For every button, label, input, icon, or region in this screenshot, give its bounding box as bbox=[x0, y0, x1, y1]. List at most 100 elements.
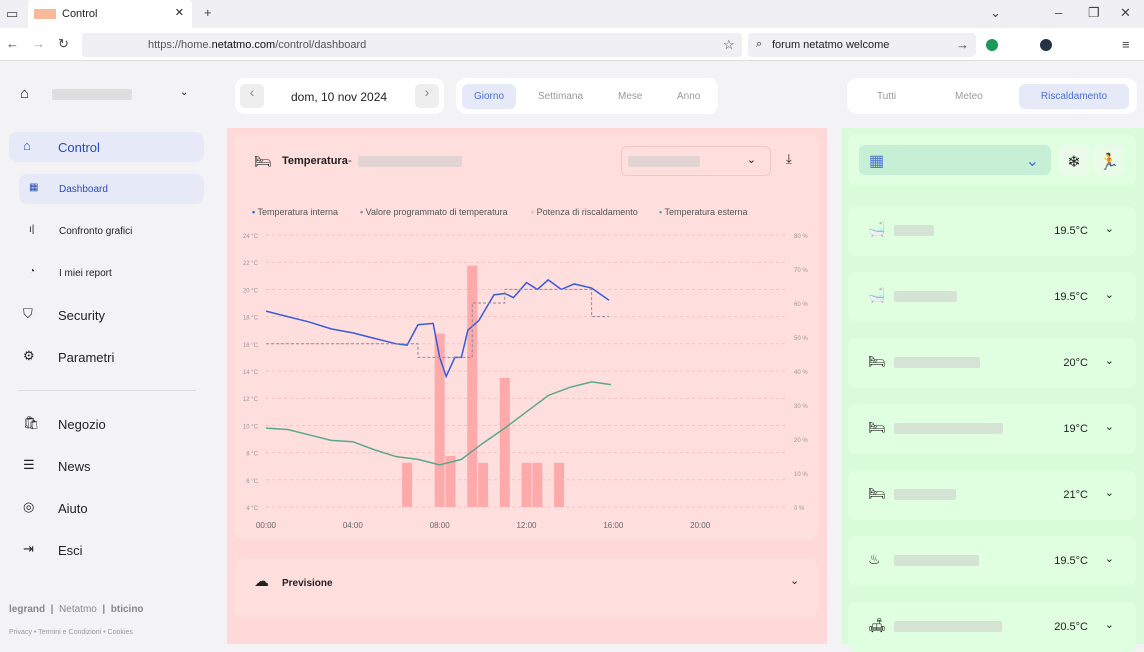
new-tab-icon[interactable]: + bbox=[204, 5, 212, 20]
sidebar-item-negozio[interactable]: 🛍 Negozio bbox=[23, 415, 106, 432]
sidebar-item-news[interactable]: ☰ News bbox=[23, 457, 91, 474]
chevron-down-icon[interactable]: ⌄ bbox=[1104, 553, 1114, 565]
sidebar-item-control[interactable]: ⌂ Control bbox=[9, 132, 204, 162]
schedule-select[interactable]: ▦ ⌄ bbox=[859, 145, 1051, 175]
chevron-down-icon[interactable]: ⌄ bbox=[180, 87, 189, 98]
pie-chart-icon: ◔ bbox=[29, 266, 36, 277]
y-tick-label: 12 °C bbox=[243, 397, 259, 403]
room-temperature: 19°C bbox=[1063, 423, 1088, 435]
heating-power-bar bbox=[532, 462, 543, 507]
bookmark-star-icon[interactable]: ☆ bbox=[723, 37, 735, 52]
bar-chart-icon: ı| bbox=[29, 224, 35, 235]
sidebar-item-confronto-grafici[interactable]: ı| Confronto grafici bbox=[29, 224, 133, 237]
date-picker: ‹ dom, 10 nov 2024 › bbox=[235, 78, 444, 114]
download-icon[interactable]: ⤓ bbox=[786, 151, 792, 166]
search-bar[interactable]: ⌕ forum netatmo welcome bbox=[748, 33, 976, 57]
tab-settimana[interactable]: Settimana bbox=[538, 91, 584, 102]
bed-icon: 🛏 bbox=[868, 353, 886, 369]
chevron-down-icon[interactable]: ⌄ bbox=[790, 575, 800, 587]
minimize-icon[interactable]: – bbox=[1055, 5, 1063, 20]
tab-giorno[interactable]: Giorno bbox=[462, 84, 517, 109]
sidebar-item-parametri[interactable]: ⚙ Parametri bbox=[23, 348, 115, 365]
room-select[interactable]: ⌄ bbox=[621, 146, 771, 176]
go-arrow-icon[interactable]: → bbox=[956, 37, 969, 52]
chevron-down-icon[interactable]: ⌄ bbox=[1104, 289, 1114, 301]
filter-meteo[interactable]: Meteo bbox=[955, 91, 983, 102]
back-icon[interactable]: ← bbox=[6, 36, 19, 51]
away-mode-button[interactable]: 🏃 bbox=[1094, 145, 1124, 175]
address-bar[interactable]: https://home.netatmo.com/control/dashboa… bbox=[82, 33, 742, 57]
x-tick-label: 12:00 bbox=[516, 521, 537, 530]
sidebar-item-security[interactable]: ⛉ Security bbox=[23, 306, 105, 323]
divider bbox=[18, 390, 196, 391]
next-day-button[interactable]: › bbox=[415, 84, 439, 108]
sidebar-item-aiuto[interactable]: ◎ Aiuto bbox=[23, 499, 88, 516]
heating-power-bar bbox=[521, 462, 532, 507]
legend-item: • Potenza di riscaldamento bbox=[531, 207, 638, 217]
grid-icon: ▦ bbox=[29, 182, 39, 193]
extension-icon[interactable] bbox=[1040, 39, 1052, 51]
room-card[interactable]: 🛋 20.5°C ⌄ bbox=[848, 602, 1136, 652]
y2-tick-label: 70 % bbox=[794, 268, 808, 274]
previous-day-button[interactable]: ‹ bbox=[240, 84, 264, 108]
bed-icon: 🛏 bbox=[254, 153, 272, 169]
room-temperature: 21°C bbox=[1063, 489, 1088, 501]
legend-item: • Temperatura interna bbox=[252, 207, 339, 217]
x-tick-label: 16:00 bbox=[603, 521, 624, 530]
schedule-bar: ▦ ⌄ ❄ 🏃 bbox=[848, 134, 1136, 186]
y2-tick-label: 30 % bbox=[794, 404, 808, 410]
home-icon[interactable]: ⌂ bbox=[20, 85, 30, 102]
bathtub-icon: 🛁 bbox=[868, 287, 886, 303]
extension-icon[interactable] bbox=[986, 39, 998, 51]
chevron-down-icon[interactable]: ⌄ bbox=[1104, 619, 1114, 631]
x-tick-label: 20:00 bbox=[690, 521, 711, 530]
sidebar-item-report[interactable]: ◔ I miei report bbox=[29, 266, 112, 279]
period-selector: Giorno Settimana Mese Anno bbox=[456, 78, 718, 114]
heating-power-bar bbox=[467, 265, 478, 507]
menu-icon[interactable]: ≡ bbox=[1122, 37, 1130, 52]
date-label: dom, 10 nov 2024 bbox=[291, 90, 388, 104]
close-window-icon[interactable]: ✕ bbox=[1120, 5, 1131, 20]
room-card[interactable]: 🛏 21°C ⌄ bbox=[848, 470, 1136, 520]
y-tick-label: 4 °C bbox=[246, 506, 258, 512]
cooking-pot-icon: ♨ bbox=[868, 551, 881, 567]
sidebar-item-esci[interactable]: ⇥ Esci bbox=[23, 541, 83, 558]
chevron-down-icon[interactable]: ⌄ bbox=[1104, 487, 1114, 499]
shopping-bag-icon: 🛍 bbox=[23, 415, 40, 430]
room-card[interactable]: 🛏 19°C ⌄ bbox=[848, 404, 1136, 454]
forward-icon[interactable]: → bbox=[32, 36, 45, 51]
chevron-down-icon[interactable]: ⌄ bbox=[1104, 223, 1114, 235]
filter-tutti[interactable]: Tutti bbox=[877, 91, 897, 102]
close-tab-icon[interactable]: ✕ bbox=[174, 7, 184, 19]
chevron-down-icon[interactable]: ⌄ bbox=[1104, 355, 1114, 367]
forecast-card[interactable]: ☁ Previsione ⌄ bbox=[234, 558, 818, 618]
filter-riscaldamento[interactable]: Riscaldamento bbox=[1019, 84, 1129, 109]
y2-tick-label: 60 % bbox=[794, 302, 808, 308]
browser-tab[interactable]: Control ✕ bbox=[28, 0, 192, 28]
room-card[interactable]: 🛏 20°C ⌄ bbox=[848, 338, 1136, 388]
tab-list-icon[interactable]: ▭ bbox=[6, 6, 19, 21]
reload-icon[interactable]: ↻ bbox=[58, 36, 69, 51]
frost-mode-button[interactable]: ❄ bbox=[1059, 145, 1089, 175]
restore-icon[interactable]: ❐ bbox=[1088, 5, 1100, 20]
y-tick-label: 20 °C bbox=[243, 288, 259, 294]
chevron-down-icon[interactable]: ⌄ bbox=[990, 5, 1001, 20]
y2-tick-label: 50 % bbox=[794, 336, 808, 342]
room-card[interactable]: 🛁 19.5°C ⌄ bbox=[848, 206, 1136, 256]
room-temperature: 20.5°C bbox=[1054, 621, 1088, 633]
bathtub-icon: 🛁 bbox=[868, 221, 886, 237]
sofa-icon: 🛋 bbox=[868, 617, 886, 633]
y2-tick-label: 80 % bbox=[794, 234, 808, 240]
room-card[interactable]: ♨ 19.5°C ⌄ bbox=[848, 536, 1136, 586]
y-tick-label: 6 °C bbox=[246, 479, 258, 485]
room-temperature: 19.5°C bbox=[1054, 225, 1088, 237]
y2-tick-label: 10 % bbox=[794, 472, 808, 478]
room-card[interactable]: 🛁 19.5°C ⌄ bbox=[848, 272, 1136, 322]
tab-anno[interactable]: Anno bbox=[677, 91, 701, 102]
heating-power-bar bbox=[434, 333, 445, 507]
chevron-down-icon[interactable]: ⌄ bbox=[1104, 421, 1114, 433]
sidebar-item-dashboard[interactable]: ▦ Dashboard bbox=[19, 174, 204, 204]
legend-item: • Valore programmato di temperatura bbox=[360, 207, 508, 217]
logout-icon: ⇥ bbox=[23, 541, 34, 556]
tab-mese[interactable]: Mese bbox=[618, 91, 643, 102]
